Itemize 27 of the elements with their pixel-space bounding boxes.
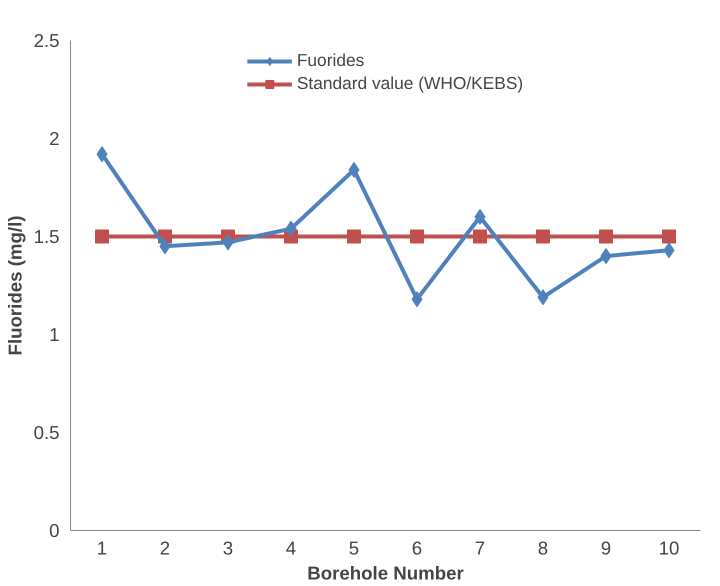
point (410, 230, 424, 244)
y-tick-label: 1.5 (34, 226, 60, 247)
point (347, 230, 361, 244)
x-tick-label: 6 (412, 538, 422, 558)
point (662, 230, 676, 244)
x-tick-label: 5 (348, 538, 360, 558)
x-tick-label: 3 (222, 538, 234, 558)
legend-label: Standard value (WHO/KEBS) (296, 73, 524, 94)
point (599, 230, 613, 244)
point (536, 230, 550, 244)
x-tick-label: 2 (160, 538, 170, 558)
y-tick-label: 2 (49, 128, 60, 149)
y-tick-label: 0.5 (34, 422, 60, 443)
point (95, 230, 109, 244)
y-tick-label: 0 (49, 520, 60, 541)
y-tick-label: 1 (49, 324, 60, 345)
x-axis-title: Borehole Number (307, 562, 464, 584)
x-tick-label: 8 (538, 538, 548, 558)
legend-label: Fuorides (296, 50, 364, 71)
x-tick-label: 1 (96, 538, 108, 558)
x-tick-label: 9 (600, 538, 612, 558)
x-tick-label: 10 (658, 538, 680, 558)
y-axis-title: Fluorides (mg/l) (4, 216, 26, 356)
y-tick-label: 2.5 (34, 30, 60, 51)
x-tick-label: 7 (474, 538, 486, 558)
x-tick-label: 4 (286, 538, 296, 558)
point (473, 230, 487, 244)
